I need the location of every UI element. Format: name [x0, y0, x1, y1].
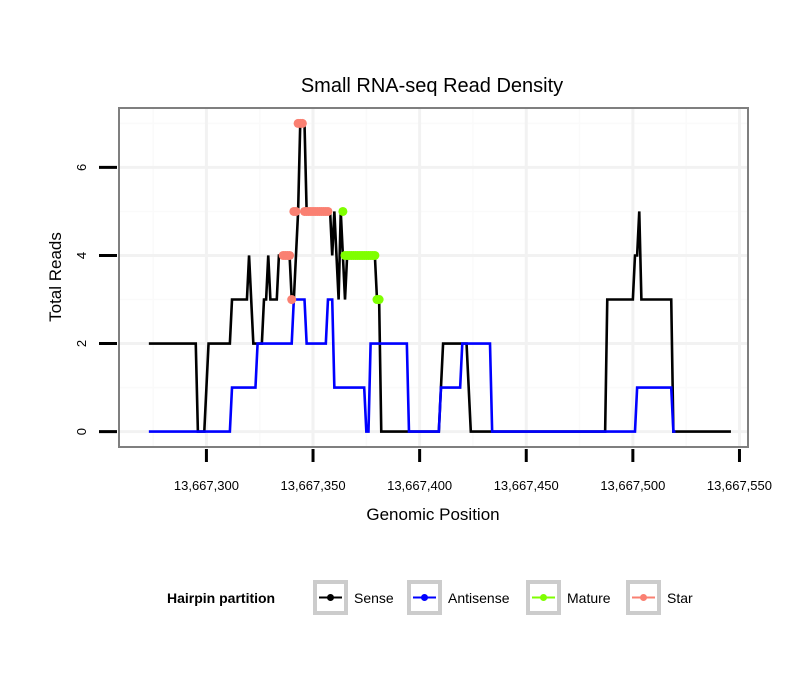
plot-panel [118, 107, 749, 448]
x-axis: 13,667,300 13,667,350 13,667,400 13,667,450… [174, 449, 772, 493]
legend-key-point [421, 594, 428, 601]
legend-title: Hairpin partition [167, 590, 275, 606]
data-point-mature [370, 250, 380, 260]
data-point-star [291, 206, 301, 216]
series-layer [148, 118, 731, 433]
panel-border [118, 107, 749, 448]
legend: Hairpin partition Sense Antisense Mature St… [167, 580, 693, 615]
legend-key-point [640, 594, 647, 601]
series-line-sense [148, 122, 731, 433]
series-line-antisense [148, 298, 676, 433]
data-point-star [285, 250, 295, 260]
series-mature [338, 206, 384, 305]
legend-label: Sense [354, 590, 394, 606]
y-axis-label: Total Reads [46, 232, 65, 322]
x-tick-label: 13,667,450 [494, 478, 559, 493]
chart-title: Small RNA-seq Read Density [301, 75, 563, 97]
series-sense [148, 122, 731, 433]
x-tick-label: 13,667,500 [600, 478, 665, 493]
y-tick-label: 2 [74, 340, 89, 347]
x-tick-label: 13,667,400 [387, 478, 452, 493]
legend-item-antisense: Antisense [407, 580, 510, 615]
x-tick-label: 13,667,350 [280, 478, 345, 493]
data-point-mature [338, 206, 348, 216]
y-tick-label: 6 [74, 164, 89, 171]
data-point-star [297, 118, 307, 128]
legend-item-mature: Mature [526, 580, 611, 615]
data-point-star [287, 295, 297, 305]
data-point-mature [374, 295, 384, 305]
legend-key-point [540, 594, 547, 601]
x-axis-label: Genomic Position [366, 505, 499, 524]
legend-label: Antisense [448, 590, 510, 606]
y-tick-label: 4 [74, 252, 89, 259]
legend-label: Star [667, 590, 693, 606]
x-tick-label: 13,667,550 [707, 478, 772, 493]
legend-item-sense: Sense [313, 580, 394, 615]
series-antisense [148, 298, 676, 433]
legend-item-star: Star [626, 580, 693, 615]
y-axis: 0 2 4 6 [74, 164, 117, 435]
series-star [278, 118, 333, 305]
legend-key-point [327, 594, 334, 601]
y-tick-label: 0 [74, 428, 89, 435]
x-tick-label: 13,667,300 [174, 478, 239, 493]
legend-label: Mature [567, 590, 611, 606]
data-point-star [323, 206, 333, 216]
